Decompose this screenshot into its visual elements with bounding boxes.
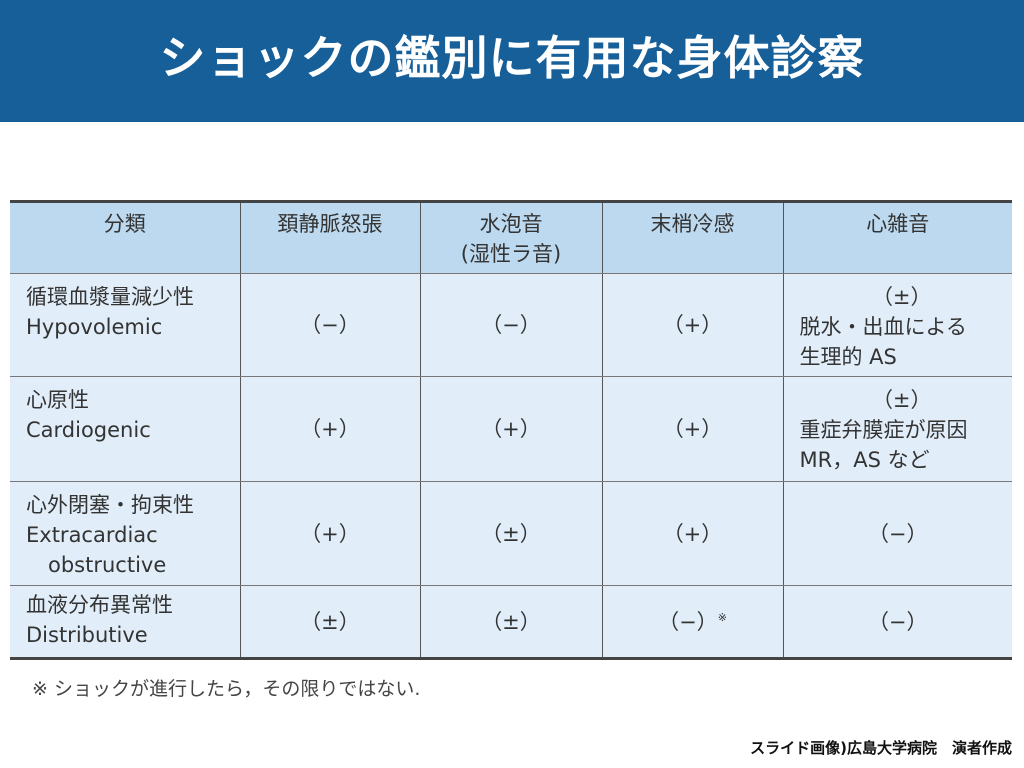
footnote-mark: ※ — [717, 610, 727, 624]
jvd-cell: （±） — [239, 585, 421, 659]
murmur-value: （±） — [871, 388, 932, 412]
table-header-row: 分類 頚静脈怒張 水泡音 (湿性ラ音) 末梢冷感 心雑音 — [10, 201, 1012, 274]
category-en: Extracardiac — [26, 523, 158, 547]
jvd-cell: （+） — [239, 376, 421, 482]
footnote: ※ ショックが進行したら，その限りではない. — [32, 678, 421, 700]
cold-value: （−） — [658, 609, 718, 634]
header-rales-line2: (湿性ラ音) — [460, 242, 562, 266]
category-cell: 心外閉塞・拘束性 Extracardiac obstructive — [10, 481, 241, 586]
murmur-note: 生理的 AS — [799, 345, 897, 369]
murmur-value: （±） — [871, 285, 932, 309]
rales-cell: （−） — [419, 273, 603, 377]
header-rales-line1: 水泡音 — [479, 212, 543, 236]
murmur-note: MR，AS など — [799, 448, 930, 472]
category-en: obstructive — [48, 553, 167, 577]
murmur-cell: （±） 脱水・出血による 生理的 AS — [782, 273, 1012, 377]
murmur-cell: （±） 重症弁膜症が原因 MR，AS など — [782, 376, 1012, 482]
header-rales: 水泡音 (湿性ラ音) — [419, 201, 603, 274]
category-ja: 心外閉塞・拘束性 — [26, 493, 194, 517]
category-ja: 血液分布異常性 — [26, 593, 173, 617]
rales-cell: （+） — [419, 376, 603, 482]
table-row: 心外閉塞・拘束性 Extracardiac obstructive （+） （±） … — [10, 481, 1012, 586]
murmur-cell: （−） — [782, 585, 1012, 659]
cold-value: （+） — [662, 313, 723, 337]
category-en: Hypovolemic — [26, 315, 163, 339]
table-row: 血液分布異常性 Distributive （±） （±） （−）※ （−） — [10, 585, 1012, 659]
category-cell: 血液分布異常性 Distributive — [10, 585, 241, 659]
category-ja: 循環血漿量減少性 — [26, 285, 194, 309]
category-ja: 心原性 — [26, 388, 89, 412]
cold-value: （+） — [662, 521, 723, 546]
cold-cell: （−）※ — [601, 585, 784, 659]
category-cell: 心原性 Cardiogenic — [10, 376, 241, 482]
cold-cell: （+） — [601, 273, 784, 377]
murmur-note: 脱水・出血による — [799, 315, 967, 339]
cold-cell: （+） — [601, 376, 784, 482]
jvd-cell: （−） — [239, 273, 421, 377]
header-category: 分類 — [10, 201, 241, 274]
cold-value: （+） — [662, 417, 723, 441]
murmur-note: 重症弁膜症が原因 — [799, 418, 968, 442]
category-cell: 循環血漿量減少性 Hypovolemic — [10, 273, 241, 377]
category-en: Cardiogenic — [26, 418, 151, 442]
title-bar: ショックの鑑別に有用な身体診察 — [0, 0, 1024, 122]
murmur-cell: （−） — [782, 481, 1012, 586]
image-credit: スライド画像)広島大学病院 演者作成 — [750, 739, 1012, 757]
category-en: Distributive — [26, 623, 148, 647]
table-row: 心原性 Cardiogenic （+） （+） （+） （±） 重症弁膜症が原因 MR… — [10, 376, 1012, 482]
cold-cell: （+） — [601, 481, 784, 586]
rales-cell: （±） — [419, 585, 603, 659]
header-jvd: 頚静脈怒張 — [239, 201, 421, 274]
header-cold-extremities: 末梢冷感 — [601, 201, 784, 274]
slide-title: ショックの鑑別に有用な身体診察 — [159, 31, 865, 85]
table-row: 循環血漿量減少性 Hypovolemic （−） （−） （+） （±） 脱水・出血… — [10, 273, 1012, 377]
header-murmur: 心雑音 — [782, 201, 1012, 274]
jvd-cell: （+） — [239, 481, 421, 586]
rales-cell: （±） — [419, 481, 603, 586]
shock-exam-table: 分類 頚静脈怒張 水泡音 (湿性ラ音) 末梢冷感 心雑音 循環血漿量減少性 Hypo… — [10, 200, 1012, 660]
